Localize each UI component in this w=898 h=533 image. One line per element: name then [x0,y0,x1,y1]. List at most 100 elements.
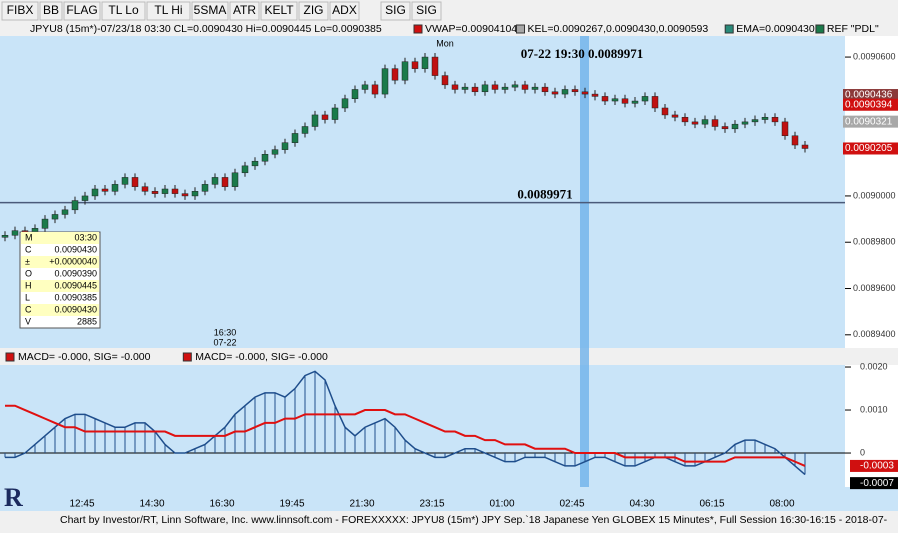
candle [591,93,599,97]
price-marker [843,89,898,102]
price-marker [843,142,898,155]
toolbar-label[interactable]: TL Hi [154,3,182,17]
session-time: 16:30 [214,327,237,337]
candle [501,86,509,90]
toolbar-button[interactable] [298,1,329,21]
candle [331,107,339,120]
toolbar-button[interactable] [329,1,360,21]
toolbar-button[interactable] [411,1,442,21]
toolbar-label[interactable]: FLAG [66,3,97,17]
toolbar-button[interactable] [1,1,39,21]
y-tick-label: 0.0020 [860,361,888,371]
candle [181,193,189,197]
candle [251,160,259,167]
info-value: 2885 [77,316,97,326]
toolbar-label[interactable]: ADX [332,3,357,17]
candle [641,96,649,102]
info-row-bg [21,280,99,292]
toolbar-button[interactable] [229,1,260,21]
candle [531,86,539,90]
reference-label: 0.0089971 [517,187,572,202]
macd-header: MACD= -0.000, SIG= -0.000 [18,351,151,363]
toolbar-label[interactable]: TL Lo [108,3,139,17]
candle [1,235,9,238]
candle [461,86,469,90]
candle [651,96,659,109]
toolbar-label[interactable]: 5SMA [194,3,227,17]
toolbar-label[interactable]: SIG [416,3,437,17]
candle [451,84,459,90]
footer: Chart by Investor/RT, Linn Software, Inc… [60,514,888,526]
candle [441,75,449,86]
candle [151,191,159,194]
price-panel [0,36,845,348]
info-value: 0.0090390 [54,268,97,278]
candle [411,61,419,69]
info-value: 0.0090430 [54,244,97,254]
toolbar-button[interactable] [39,1,63,21]
candle [431,56,439,76]
y-tick-label: 0.0089800 [853,237,896,247]
candle [631,100,639,104]
candle [391,68,399,81]
macd-marker [850,477,898,490]
toolbar-button[interactable] [63,1,101,21]
candle [201,184,209,192]
toolbar-button[interactable] [146,1,191,21]
x-tick-label: 01:00 [489,499,514,510]
toolbar-label[interactable]: BB [43,3,59,17]
info-key: M [25,232,33,242]
toolbar-button[interactable] [380,1,411,21]
x-tick-label: 21:30 [349,499,374,510]
toolbar-button[interactable] [260,1,298,21]
candle [371,84,379,95]
candle [41,218,49,229]
info-value: 03:30 [74,232,97,242]
price-marker-label: 0.0090394 [845,99,893,110]
candle [611,98,619,102]
study-swatch [516,24,525,34]
info-key: C [25,244,32,254]
info-value: +0.0000040 [49,256,97,266]
logo: R [4,483,23,512]
macd-swatch [182,352,192,362]
study-label: VWAP=0.00904104 [425,23,517,35]
info-key: H [25,280,32,290]
toolbar-label[interactable]: ATR [233,3,256,17]
price-axis [845,36,898,348]
candle [661,107,669,116]
info-value: 0.0090385 [54,292,97,302]
candle [791,135,799,146]
info-row-bg [21,232,99,244]
study-swatch [724,24,734,34]
candle [121,177,129,185]
toolbar-label[interactable]: SIG [385,3,406,17]
y-tick-label: 0.0090600 [853,51,896,61]
info-value: 0.0090430 [54,304,97,314]
candle [351,89,359,99]
study-label: REF "PDL" [827,23,879,35]
candle [61,209,69,215]
toolbar-label[interactable]: KELT [264,3,294,17]
toolbar-button[interactable] [191,1,229,21]
study-swatch [413,24,423,34]
price-marker [843,115,898,128]
candle [341,98,349,109]
candle [241,165,249,174]
candle [621,98,629,104]
macd-marker-label: -0.0007 [860,478,894,489]
header-bg [0,22,898,36]
candle [681,116,689,123]
candle [521,84,529,90]
session-date: 07-22 [213,337,236,347]
x-tick-label: 04:30 [629,499,654,510]
toolbar-label[interactable]: ZIG [304,3,324,17]
candle [91,188,99,197]
y-tick-label: 0.0089400 [853,329,896,339]
info-row-bg [21,304,99,316]
toolbar-label[interactable]: FIBX [7,3,34,17]
study-label: KEL=0.0090267,0.0090430,0.0090593 [528,23,709,35]
toolbar-button[interactable] [101,1,146,21]
candle [361,84,369,90]
